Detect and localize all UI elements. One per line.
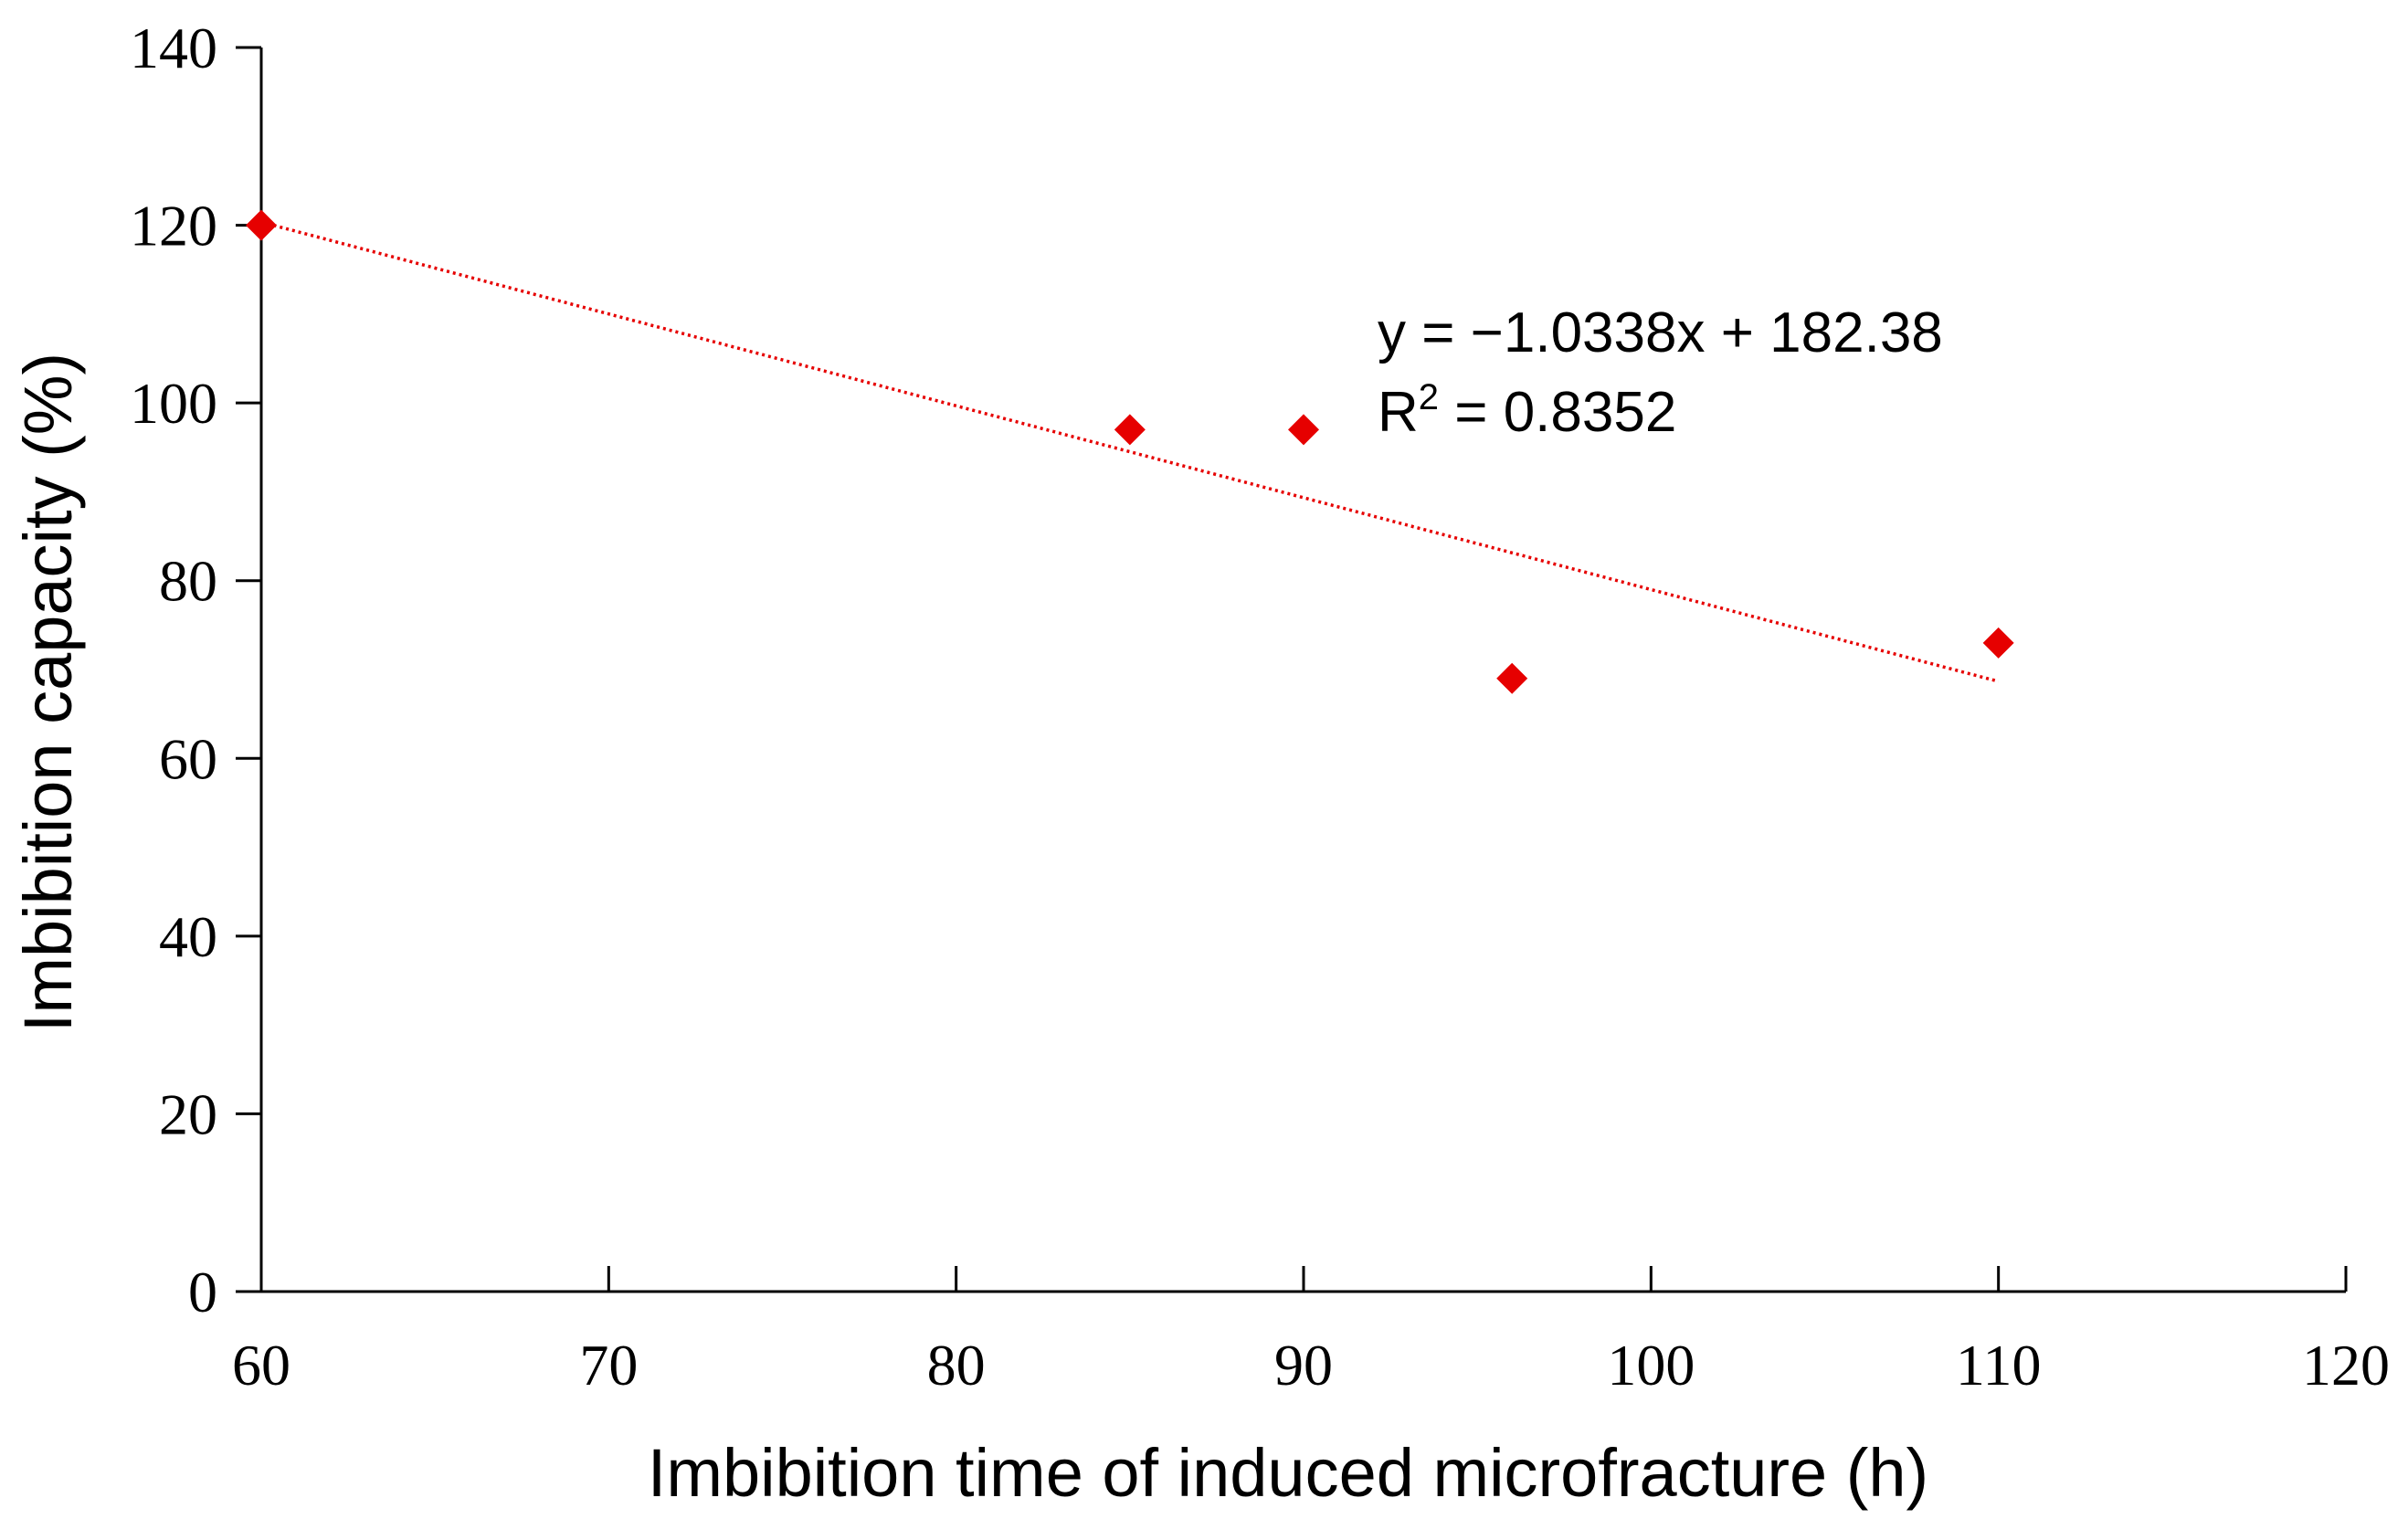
data-point-diamond <box>246 209 277 241</box>
y-tick-label: 20 <box>159 1081 217 1146</box>
data-point-diamond <box>1496 662 1528 694</box>
data-point-diamond <box>1982 627 2014 659</box>
y-tick-label: 140 <box>130 16 217 80</box>
y-tick-label: 100 <box>130 371 217 436</box>
x-tick-label: 70 <box>579 1333 638 1398</box>
x-tick-label: 60 <box>232 1333 290 1398</box>
linear-trendline <box>260 220 2000 683</box>
y-tick-label: 80 <box>159 549 217 614</box>
y-axis-ticks: 0 20 40 60 80 100 120 140 <box>130 16 261 1324</box>
y-tick-label: 40 <box>159 904 217 969</box>
r-squared-value: = 0.8352 <box>1439 381 1676 444</box>
y-tick-label: 0 <box>188 1260 217 1324</box>
y-axis-title: Imbibition capacity (%) <box>10 353 86 1032</box>
trendline-equation: y = −1.0338x + 182.38 <box>1378 301 1943 364</box>
x-axis-title: Imbibition time of induced microfracture… <box>648 1435 1928 1511</box>
x-axis-ticks: 60 70 80 90 100 110 120 <box>232 1266 2390 1398</box>
x-tick-label: 120 <box>2302 1333 2390 1398</box>
r-squared-label: R2 = 0.8352 <box>1378 377 1676 444</box>
r-squared-superscript: 2 <box>1419 377 1439 417</box>
x-tick-label: 100 <box>1607 1333 1695 1398</box>
data-point-diamond <box>1288 414 1319 446</box>
x-tick-label: 110 <box>1956 1333 2042 1398</box>
r-squared-prefix: R <box>1378 381 1419 444</box>
y-tick-label: 60 <box>159 726 217 791</box>
data-point-diamond <box>1114 414 1146 446</box>
y-tick-label: 120 <box>130 194 217 258</box>
x-tick-label: 80 <box>927 1333 986 1398</box>
x-tick-label: 90 <box>1274 1333 1333 1398</box>
data-points <box>246 209 2014 694</box>
